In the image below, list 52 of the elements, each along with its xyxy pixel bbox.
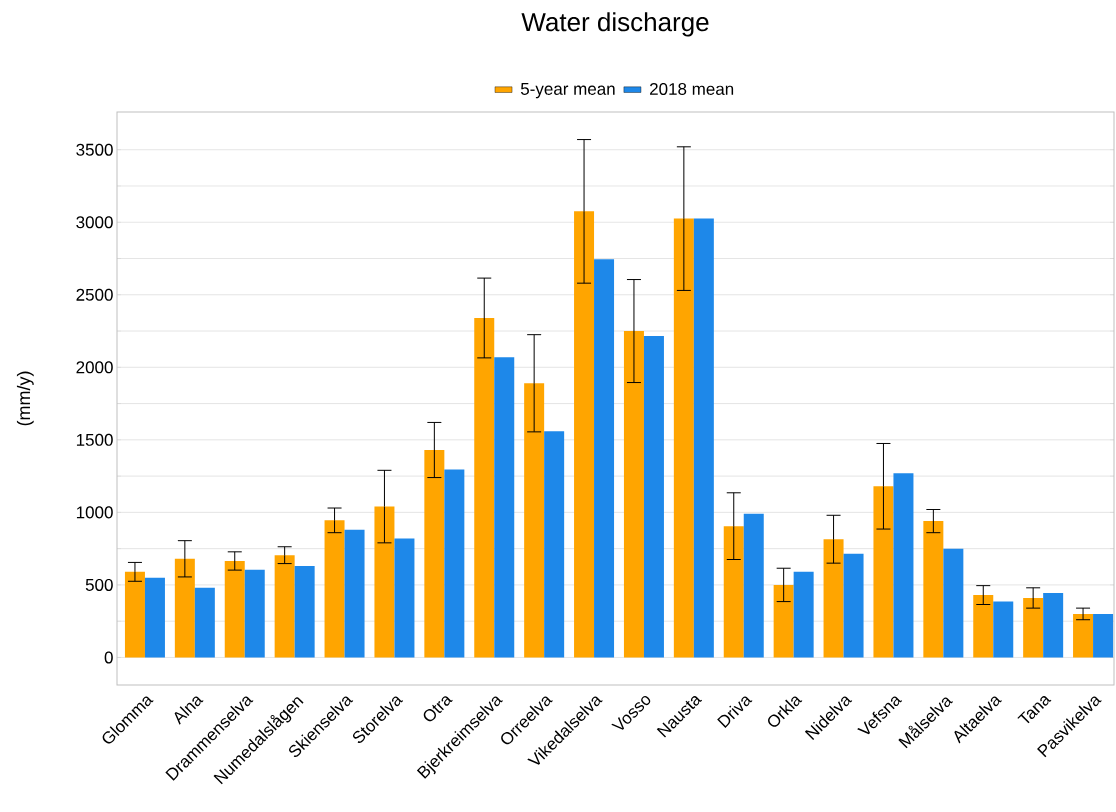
bar: [274, 555, 295, 658]
bar: [1073, 613, 1094, 658]
bar: [394, 538, 415, 658]
bar: [943, 548, 964, 658]
y-tick-label: 0: [104, 651, 113, 664]
bar: [923, 521, 944, 658]
bar: [544, 431, 565, 658]
y-tick-label: 2500: [76, 288, 113, 301]
bar: [993, 601, 1014, 658]
bar: [524, 383, 545, 658]
bar: [124, 571, 145, 658]
bar: [474, 317, 495, 658]
bar: [693, 218, 714, 658]
bar: [294, 566, 315, 658]
y-tick-label: 1500: [76, 433, 113, 446]
bar: [244, 569, 265, 658]
bar: [823, 539, 844, 658]
bar: [324, 520, 345, 658]
bar: [594, 259, 615, 658]
bar: [793, 571, 814, 658]
y-tick-label: 2000: [76, 361, 113, 374]
bar: [893, 473, 914, 658]
bar: [174, 558, 195, 658]
bar: [743, 513, 764, 658]
bar: [623, 331, 644, 658]
bar: [444, 469, 465, 658]
chart-title: Water discharge: [521, 12, 709, 37]
legend-label: 2018 mean: [650, 82, 734, 95]
y-tick-label: 500: [85, 578, 113, 591]
legend-label: 5-year mean: [520, 83, 615, 99]
bar: [374, 506, 395, 658]
bar: [1093, 613, 1114, 658]
bar: [673, 218, 694, 658]
y-axis-title: (mm/y): [16, 371, 34, 426]
bar: [973, 595, 994, 658]
bar: [643, 336, 664, 658]
bar: [773, 584, 794, 658]
bar: [224, 560, 245, 658]
y-tick-label: 3500: [76, 143, 113, 156]
y-tick-label: 1000: [76, 506, 113, 519]
bar: [574, 211, 595, 658]
bar: [723, 526, 744, 658]
bar: [194, 587, 215, 658]
bar: [494, 357, 515, 658]
bar: [424, 450, 445, 658]
bar: [144, 577, 165, 658]
bar: [843, 553, 864, 658]
bar: [344, 529, 365, 658]
bar: [1043, 592, 1064, 658]
y-tick-label: 3000: [76, 216, 113, 229]
bar: [1023, 597, 1044, 658]
bar: [873, 486, 894, 658]
